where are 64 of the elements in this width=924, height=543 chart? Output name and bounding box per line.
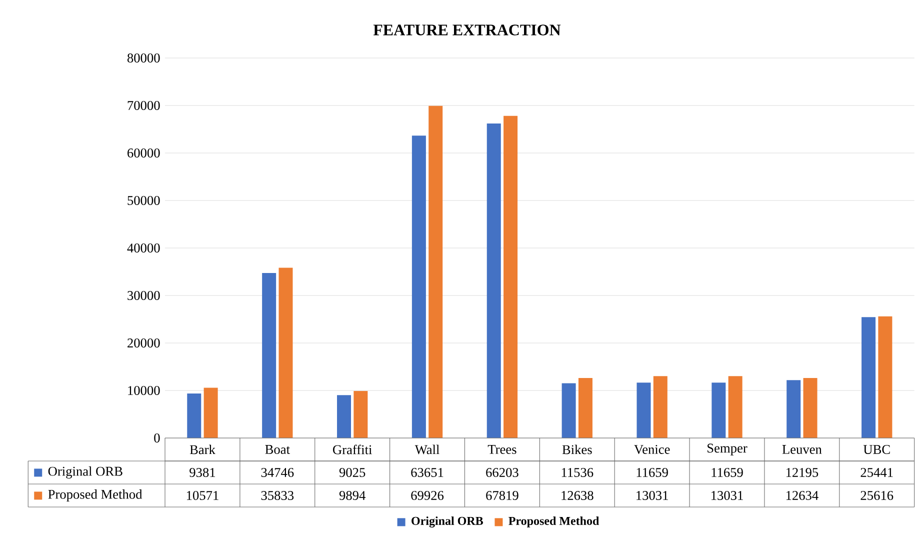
data-label: 12195 bbox=[786, 468, 818, 477]
bar bbox=[653, 376, 668, 438]
data-label: 11536 bbox=[562, 468, 594, 477]
x-tick-label: Semper bbox=[708, 444, 748, 456]
bar bbox=[803, 378, 818, 438]
bar bbox=[354, 391, 368, 438]
y-tick-label: 70000 bbox=[128, 101, 160, 110]
data-label: 69926 bbox=[411, 491, 444, 500]
data-label: 12638 bbox=[562, 490, 594, 500]
bar bbox=[278, 268, 293, 438]
y-tick-label: 30000 bbox=[128, 291, 160, 300]
data-label: 9894 bbox=[339, 490, 366, 500]
bar bbox=[636, 382, 651, 438]
text: Original ORB bbox=[412, 516, 484, 528]
chart-title: FEATURE EXTRACTION bbox=[373, 24, 561, 36]
bar bbox=[504, 116, 518, 438]
data-label: 11659 bbox=[712, 468, 743, 477]
y-tick-label: 20000 bbox=[128, 338, 160, 348]
data-label: 9025 bbox=[339, 468, 366, 477]
bar bbox=[204, 388, 218, 438]
data-label: 35833 bbox=[261, 490, 294, 500]
data-label: 25441 bbox=[860, 468, 893, 477]
bar bbox=[862, 317, 876, 438]
data-label: 63651 bbox=[411, 468, 444, 477]
data-label: 13031 bbox=[712, 490, 743, 500]
legend-label: Original ORB bbox=[48, 466, 122, 479]
bar bbox=[728, 376, 742, 438]
x-tick-label: Graffiti bbox=[333, 444, 372, 454]
bar bbox=[578, 378, 592, 438]
bar bbox=[187, 393, 202, 438]
y-tick-label: 80000 bbox=[127, 54, 160, 62]
data-label: 9381 bbox=[190, 468, 216, 477]
bar bbox=[412, 136, 426, 438]
data-label: 10571 bbox=[186, 490, 218, 500]
x-tick-label: Trees bbox=[488, 445, 516, 454]
data-label: 11659 bbox=[636, 468, 668, 477]
text: Proposed Method bbox=[48, 489, 142, 502]
x-tick-label: UBC bbox=[863, 445, 890, 454]
x-tick-label: Bikes bbox=[562, 444, 592, 454]
x-tick-label: Leuven bbox=[782, 445, 822, 454]
data-label: 67819 bbox=[486, 490, 518, 500]
y-tick-label: 10000 bbox=[128, 386, 160, 395]
y-tick-label: 50000 bbox=[128, 196, 160, 205]
x-tick-label: Venice bbox=[634, 444, 670, 454]
bar bbox=[428, 106, 443, 438]
data-label: 34746 bbox=[261, 468, 294, 477]
legend-label: Proposed Method bbox=[508, 516, 600, 528]
data-label: 13031 bbox=[636, 490, 668, 500]
bar bbox=[262, 272, 276, 438]
x-tick-label: Wall bbox=[414, 444, 440, 454]
y-tick-label: 0 bbox=[154, 434, 160, 442]
bar bbox=[486, 124, 501, 438]
bar bbox=[786, 380, 801, 438]
bar bbox=[712, 382, 726, 438]
bar bbox=[878, 316, 892, 438]
y-tick-label: 40000 bbox=[127, 244, 160, 252]
data-label: 25616 bbox=[860, 491, 894, 500]
bar bbox=[337, 395, 352, 438]
bar bbox=[562, 383, 576, 438]
data-label: 12634 bbox=[786, 491, 818, 500]
data-label: 66203 bbox=[486, 468, 518, 477]
x-tick-label: Boat bbox=[265, 445, 290, 454]
y-tick-label: 60000 bbox=[128, 148, 160, 158]
x-tick-label: Bark bbox=[190, 444, 216, 454]
